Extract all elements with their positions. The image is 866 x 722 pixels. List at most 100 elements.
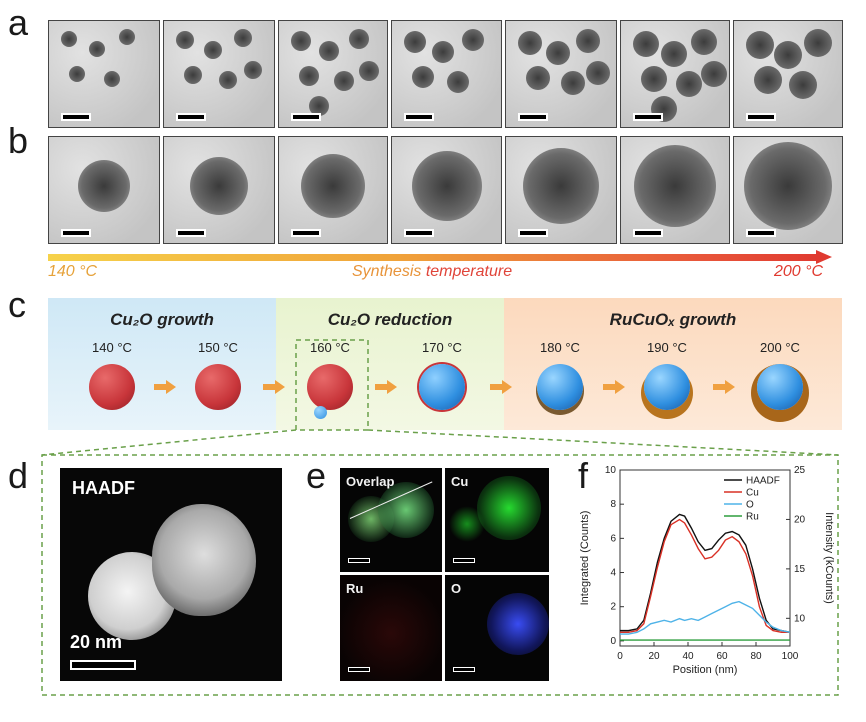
tem-particle xyxy=(319,41,339,61)
tem-particle xyxy=(234,29,252,47)
row-a-image xyxy=(163,20,275,128)
tem-particle xyxy=(691,29,717,55)
gradient-right-label: 200 °C xyxy=(774,263,824,280)
row-a-image xyxy=(733,20,843,128)
haadf-particle-right xyxy=(152,504,256,616)
map-label-o: O xyxy=(451,581,462,596)
tem-particle xyxy=(204,41,222,59)
gradient-arrowhead xyxy=(816,250,832,264)
row-b-image xyxy=(620,136,730,244)
y-tick-label: 10 xyxy=(605,465,617,476)
zoom-line-right xyxy=(367,429,839,456)
x-tick-label: 40 xyxy=(682,651,694,662)
x-tick-label: 60 xyxy=(716,651,728,662)
scale-bar xyxy=(61,229,91,237)
tem-particle xyxy=(411,151,482,221)
tem-particle xyxy=(576,29,600,53)
scale-bar xyxy=(61,113,91,121)
tem-particle xyxy=(789,71,817,99)
schematic-sphere xyxy=(757,364,803,410)
tem-particle xyxy=(523,148,599,224)
tem-particle xyxy=(526,66,550,90)
scale-bar xyxy=(746,229,776,237)
line-profile-chart: 0 20 40 60 80 100 0 2 4 6 8 10 10 15 20 25 Position (nm)… xyxy=(579,465,835,676)
y-tick-label: 6 xyxy=(610,533,616,544)
tem-particle xyxy=(804,29,832,57)
row-a-image xyxy=(391,20,502,128)
phase-cu2o-growth: Cu₂O growth xyxy=(48,298,276,430)
panel-label-e: e xyxy=(306,455,327,496)
map-overlap: Overlap xyxy=(340,468,442,572)
schematic-temp-label: 190 °C xyxy=(647,340,687,355)
schematic-sphere xyxy=(537,364,583,410)
tem-particle xyxy=(190,157,248,215)
scale-bar xyxy=(633,229,663,237)
scale-bar xyxy=(291,113,321,121)
tem-particle xyxy=(744,142,832,230)
phase-title-growth: Cu₂O growth xyxy=(110,310,214,329)
tem-particle xyxy=(184,66,202,84)
scale-bar xyxy=(746,113,776,121)
scale-bar xyxy=(291,229,321,237)
x-tick-label: 100 xyxy=(782,651,799,662)
cu-glow-right xyxy=(477,476,541,540)
series-line-haadf xyxy=(620,513,791,634)
scale-bar xyxy=(518,113,548,121)
tem-particle xyxy=(349,29,369,49)
x-tick-label: 20 xyxy=(648,651,660,662)
tem-particle xyxy=(641,66,667,92)
tem-particle xyxy=(676,71,702,97)
schematic-arrow xyxy=(375,380,397,394)
series-line-o xyxy=(620,600,791,635)
y2-tick-label: 15 xyxy=(794,564,806,575)
tem-particle xyxy=(754,66,782,94)
overlap-scale-bar xyxy=(348,558,370,563)
gradient-left-label: 140 °C xyxy=(48,263,98,280)
tem-particle xyxy=(244,61,262,79)
haadf-scale-text: 20 nm xyxy=(70,632,123,652)
tem-particle xyxy=(404,31,426,53)
row-b-image xyxy=(48,136,160,244)
scale-bar xyxy=(633,113,663,121)
schematic-temp-label: 140 °C xyxy=(92,340,132,355)
row-a-image xyxy=(48,20,160,128)
phase-title-reduction: Cu₂O reduction xyxy=(327,310,453,329)
x-tick-label: 80 xyxy=(750,651,762,662)
tem-particle xyxy=(661,41,687,67)
legend-label-ru: Ru xyxy=(746,512,759,523)
tem-particle xyxy=(219,71,237,89)
tem-particle xyxy=(89,41,105,57)
row-b-image xyxy=(278,136,388,244)
haadf-scale-bar xyxy=(70,660,136,670)
panel-label-c: c xyxy=(8,284,26,325)
x-axis-label: Position (nm) xyxy=(673,664,738,676)
y2-tick-label: 10 xyxy=(794,613,806,624)
cu-scale-bar xyxy=(453,558,475,563)
y-axis-label: Integrated (Counts) xyxy=(579,511,591,606)
schematic-arrow xyxy=(263,380,285,394)
gradient-center-label: Synthesis temperature xyxy=(352,263,512,281)
tem-particle xyxy=(291,31,311,51)
tem-particle xyxy=(176,31,194,49)
x-tick-label: 0 xyxy=(617,651,623,662)
ru-scale-bar xyxy=(348,667,370,672)
zoom-source-box xyxy=(295,339,369,431)
tem-particle xyxy=(119,29,135,45)
schematic-arrow xyxy=(712,380,735,394)
phase-title-rucuox: RuCuOₓ growth xyxy=(609,310,737,329)
row-b-image xyxy=(733,136,843,244)
tem-particle xyxy=(546,41,570,65)
row-a-image xyxy=(505,20,617,128)
scale-bar xyxy=(176,229,206,237)
tem-particle xyxy=(69,66,85,82)
tem-particle xyxy=(746,31,774,59)
o-scale-bar xyxy=(453,667,475,672)
legend-label-cu: Cu xyxy=(746,488,759,499)
legend-label-o: O xyxy=(746,500,754,511)
schematic-temp-label: 170 °C xyxy=(422,340,462,355)
map-cu: Cu xyxy=(445,468,549,572)
temperature-word: temperature xyxy=(425,263,513,280)
schematic-sphere xyxy=(307,364,353,410)
schematic-sphere xyxy=(89,364,135,410)
